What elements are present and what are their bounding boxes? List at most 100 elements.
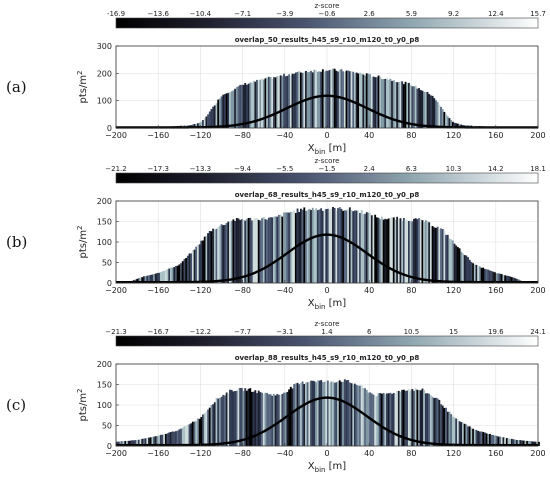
histogram-bar	[141, 277, 144, 283]
histogram-bar	[208, 407, 211, 446]
histogram-bar	[428, 94, 431, 128]
histogram-bar	[261, 392, 264, 446]
histogram-bar	[413, 218, 415, 283]
histogram-bar	[181, 261, 184, 283]
histogram-bar	[450, 239, 453, 283]
histogram-bar	[411, 389, 414, 446]
histogram-bar	[402, 217, 405, 283]
colorbar-tick-label: 19.6	[488, 328, 504, 336]
histogram-bar	[394, 393, 397, 446]
plot-title: overlap_50_results_h45_s9_r10_m120_t0_y0…	[235, 36, 420, 44]
histogram-bar	[472, 428, 475, 446]
histogram-bar	[315, 70, 318, 128]
histogram-bar	[401, 81, 404, 128]
histogram-bar	[239, 387, 242, 446]
histogram-bar	[237, 218, 240, 283]
histogram-bar	[414, 85, 417, 128]
x-tick-label: 0	[324, 449, 329, 458]
colorbar-tick-label: -16.9	[107, 10, 125, 18]
histogram-bar	[198, 244, 201, 283]
histogram-bar	[441, 405, 444, 446]
histogram-bar	[411, 221, 414, 283]
histogram-bar	[175, 265, 177, 283]
histogram-bar	[186, 424, 189, 446]
histogram-bar	[154, 273, 157, 283]
histogram-bar	[402, 389, 405, 446]
histogram-bar	[490, 434, 493, 446]
histogram-bar	[229, 92, 231, 128]
histogram-bar	[335, 70, 338, 128]
histogram-bar	[384, 218, 387, 283]
histogram-bar	[402, 84, 405, 128]
histogram-bar	[375, 396, 378, 446]
histogram-bar	[242, 391, 245, 446]
colorbar-tick-label: 10.5	[404, 328, 420, 336]
histogram-bar	[299, 382, 302, 446]
histogram-bar	[367, 73, 370, 128]
y-tick-label: 150	[97, 218, 112, 227]
histogram-bar	[526, 440, 529, 446]
histogram-bar	[259, 220, 262, 283]
x-tick-label: 160	[488, 286, 503, 295]
histogram-bar	[354, 383, 356, 446]
histogram-bar	[327, 380, 329, 446]
histogram-bar	[205, 411, 208, 446]
histogram-bar	[375, 77, 378, 128]
x-tick-label: 0	[324, 286, 329, 295]
histogram-bar	[158, 272, 161, 283]
histogram-bar	[387, 79, 390, 128]
histogram-bar	[225, 93, 228, 128]
histogram-bar	[362, 213, 365, 283]
histogram-bar	[215, 103, 218, 128]
histogram-bar	[433, 398, 436, 446]
histogram-bar	[237, 86, 240, 128]
histogram-bar	[272, 393, 275, 446]
histogram-bar	[164, 433, 167, 446]
histogram-bar	[316, 210, 319, 283]
histogram-bar	[497, 436, 500, 446]
histogram-bar	[202, 414, 204, 446]
histogram-bar	[289, 75, 292, 128]
panel-3: z-score −21.3 −16.7 −12.2 −7.7 −3.1 1.4 6 10.5 15…	[6, 320, 546, 474]
histogram-bar	[485, 269, 488, 283]
histogram-bar	[374, 214, 377, 283]
histogram-bar	[355, 384, 358, 446]
histogram-bar	[489, 433, 491, 446]
histogram-bar	[364, 75, 366, 128]
histogram-bar	[220, 224, 223, 283]
histogram-bar	[446, 411, 449, 446]
y-axis-label: pts/m2	[76, 388, 89, 421]
colorbar-tick-label: 2.4	[364, 165, 376, 173]
histogram-bar	[217, 227, 220, 283]
histogram-bar	[468, 259, 471, 283]
colorbar-label: z-score	[314, 157, 339, 165]
histogram-bar	[224, 224, 226, 283]
histogram-bar	[445, 234, 447, 283]
histogram-bar	[418, 390, 420, 446]
histogram-bar	[352, 384, 355, 446]
histogram-bar	[512, 439, 515, 446]
fitted-curve-line	[116, 233, 538, 284]
histogram-bar	[446, 234, 449, 283]
histogram-bar	[289, 386, 292, 446]
histogram-bar	[137, 439, 140, 446]
histogram-bar	[327, 70, 329, 128]
histogram-bar	[350, 210, 353, 283]
histogram-bar	[222, 225, 225, 283]
histogram-bar	[448, 238, 451, 283]
x-tick-label: 200	[530, 131, 545, 140]
histogram-bar	[384, 78, 387, 128]
histogram-bar	[492, 434, 495, 446]
histogram-bar	[333, 207, 336, 283]
histogram-bar	[443, 230, 446, 283]
histogram-bar	[369, 74, 372, 128]
histogram-bar	[146, 275, 149, 283]
histogram-bar	[291, 211, 294, 283]
histogram-bar	[288, 212, 291, 283]
histogram-bar	[205, 116, 208, 128]
histogram-bar	[345, 210, 348, 283]
histogram-bar	[144, 276, 147, 283]
histogram-bar	[159, 272, 162, 283]
x-tick-label: 80	[406, 131, 416, 140]
histogram-bar	[137, 278, 140, 283]
